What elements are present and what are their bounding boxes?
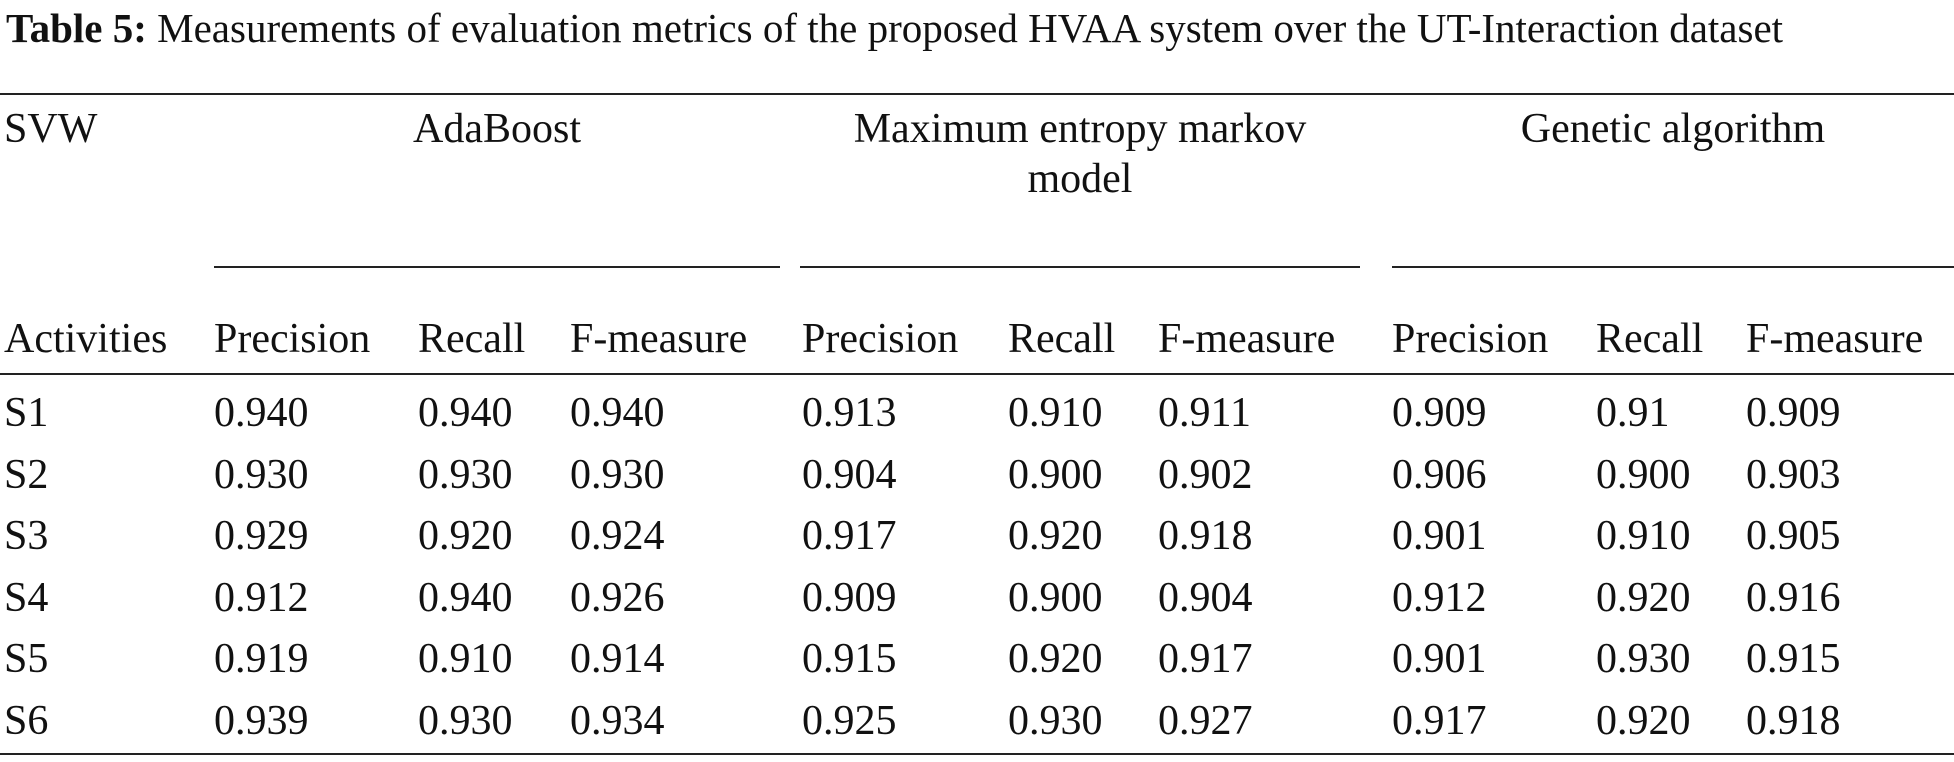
table-cell: 0.910	[418, 636, 513, 682]
group-header-memm: Maximum entropy markov model	[853, 106, 1307, 202]
table-caption: Table 5: Measurements of evaluation metr…	[6, 0, 1946, 56]
table-cell: 0.926	[570, 575, 665, 621]
table-row-activity: S6	[4, 698, 49, 744]
table-top-rule	[0, 93, 1954, 95]
table-cell: 0.917	[802, 513, 897, 559]
table-cell: 0.903	[1746, 452, 1841, 498]
subheader-cell: F-measure	[1158, 316, 1336, 362]
table-cell: 0.915	[1746, 636, 1841, 682]
table-cell: 0.901	[1392, 513, 1487, 559]
group-header-genetic: Genetic algorithm	[1520, 106, 1826, 152]
table-cell: 0.930	[1008, 698, 1103, 744]
subheader-cell: Recall	[418, 316, 526, 362]
table-cell: 0.940	[570, 390, 665, 436]
table-cell: 0.918	[1158, 513, 1253, 559]
table-cell: 0.909	[1746, 390, 1841, 436]
caption-label: Table 5:	[6, 5, 147, 51]
table-cell: 0.905	[1746, 513, 1841, 559]
group-rule-memm	[800, 266, 1360, 268]
table-cell: 0.909	[1392, 390, 1487, 436]
table-cell: 0.913	[802, 390, 897, 436]
table-cell: 0.915	[802, 636, 897, 682]
table-cell: 0.912	[1392, 575, 1487, 621]
table-cell: 0.901	[1392, 636, 1487, 682]
table-cell: 0.909	[802, 575, 897, 621]
table-cell: 0.940	[214, 390, 309, 436]
table-cell: 0.900	[1008, 575, 1103, 621]
table-row-activity: S1	[4, 390, 49, 436]
table-cell: 0.906	[1392, 452, 1487, 498]
table-cell: 0.940	[418, 575, 513, 621]
corner-header-bottom: Activities	[4, 316, 168, 362]
table-cell: 0.918	[1746, 698, 1841, 744]
table-cell: 0.900	[1596, 452, 1691, 498]
caption-text: Measurements of evaluation metrics of th…	[146, 5, 1784, 51]
table-cell: 0.925	[802, 698, 897, 744]
table-cell: 0.917	[1392, 698, 1487, 744]
table-cell: 0.914	[570, 636, 665, 682]
table-cell: 0.930	[214, 452, 309, 498]
table-cell: 0.927	[1158, 698, 1253, 744]
subheader-cell: Precision	[1392, 316, 1549, 362]
corner-header-top: SVW	[4, 106, 98, 152]
subheader-cell: Recall	[1596, 316, 1704, 362]
table-cell: 0.920	[1008, 513, 1103, 559]
subheader-cell: F-measure	[570, 316, 748, 362]
table-cell: 0.920	[1596, 575, 1691, 621]
table-cell: 0.930	[1596, 636, 1691, 682]
table-cell: 0.930	[418, 698, 513, 744]
table-bottom-rule	[0, 753, 1954, 755]
group-rule-genetic	[1392, 266, 1954, 268]
table-cell: 0.939	[214, 698, 309, 744]
table-cell: 0.910	[1596, 513, 1691, 559]
table-row-activity: S5	[4, 636, 49, 682]
table-cell: 0.91	[1596, 390, 1670, 436]
table-cell: 0.929	[214, 513, 309, 559]
table-cell: 0.930	[418, 452, 513, 498]
table-cell: 0.902	[1158, 452, 1253, 498]
table-cell: 0.920	[418, 513, 513, 559]
subheader-cell: Precision	[214, 316, 371, 362]
table-cell: 0.919	[214, 636, 309, 682]
table-row-activity: S4	[4, 575, 49, 621]
table-cell: 0.940	[418, 390, 513, 436]
subheader-cell: Precision	[802, 316, 959, 362]
table-cell: 0.920	[1008, 636, 1103, 682]
table-cell: 0.930	[570, 452, 665, 498]
table-cell: 0.904	[1158, 575, 1253, 621]
table-cell: 0.910	[1008, 390, 1103, 436]
table-row-activity: S3	[4, 513, 49, 559]
subheader-cell: Recall	[1008, 316, 1116, 362]
table-cell: 0.924	[570, 513, 665, 559]
table-cell: 0.912	[214, 575, 309, 621]
group-header-adaboost: AdaBoost	[413, 106, 581, 152]
table-cell: 0.934	[570, 698, 665, 744]
table-cell: 0.917	[1158, 636, 1253, 682]
table-cell: 0.900	[1008, 452, 1103, 498]
table-cell: 0.920	[1596, 698, 1691, 744]
group-rule-adaboost	[214, 266, 780, 268]
table-cell: 0.916	[1746, 575, 1841, 621]
table-header-rule	[0, 373, 1954, 375]
table-cell: 0.911	[1158, 390, 1251, 436]
table-row-activity: S2	[4, 452, 49, 498]
table-cell: 0.904	[802, 452, 897, 498]
subheader-cell: F-measure	[1746, 316, 1924, 362]
